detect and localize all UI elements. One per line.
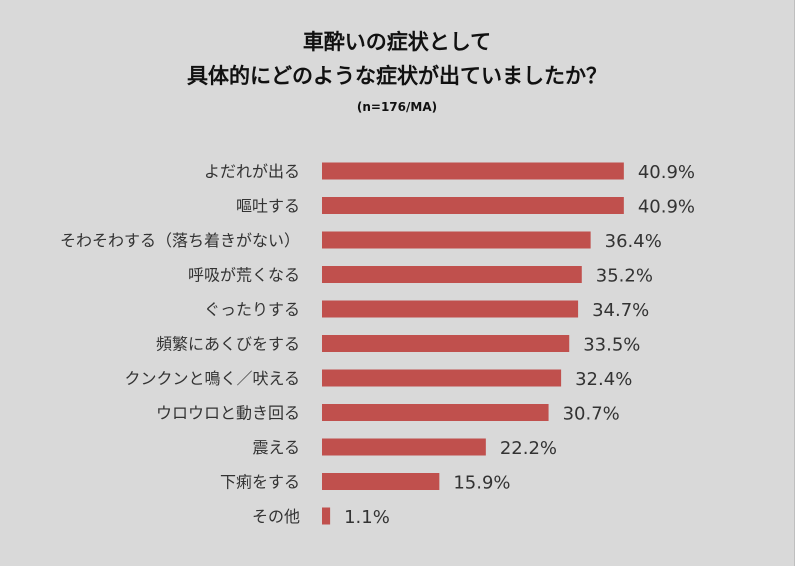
value-label: 15.9% (453, 473, 510, 494)
chart-title: 車酔いの症状として (302, 30, 492, 54)
bar (322, 162, 624, 180)
bar (322, 473, 440, 490)
category-label: その他 (252, 507, 300, 526)
bar (322, 197, 624, 214)
value-label: 35.2% (596, 266, 653, 287)
bar (322, 231, 591, 249)
chart-title-line2: 具体的にどのような症状が出ていましたか？ (187, 64, 607, 88)
value-label: 32.4% (575, 369, 632, 390)
category-label: 下痢をする (220, 473, 300, 492)
category-label: 嘔吐する (236, 197, 300, 216)
category-label: そわそわする（落ち着きがない） (60, 231, 300, 250)
value-label: 34.7% (592, 300, 649, 321)
value-label: 40.9% (638, 197, 695, 218)
bar (322, 335, 570, 352)
category-label: クンクンと鳴く／吠える (124, 369, 300, 388)
bar (322, 404, 549, 421)
bar (322, 438, 486, 456)
value-label: 22.2% (500, 438, 557, 459)
value-label: 1.1% (344, 507, 390, 528)
value-label: 30.7% (563, 404, 620, 425)
category-label: ぐったりする (204, 300, 300, 319)
bar (322, 300, 579, 318)
bar (322, 369, 562, 387)
bar (322, 266, 582, 283)
category-label: 震える (252, 438, 300, 457)
value-label: 40.9% (638, 162, 695, 183)
value-label: 36.4% (605, 231, 662, 252)
bar (322, 507, 331, 525)
category-label: ウロウロと動き回る (156, 404, 300, 423)
value-label: 33.5% (583, 335, 640, 356)
category-label: よだれが出る (204, 162, 300, 181)
chart-subtitle: (n=176/MA) (356, 100, 438, 114)
category-label: 呼吸が荒くなる (188, 266, 300, 285)
category-label: 頻繁にあくびをする (156, 335, 300, 354)
